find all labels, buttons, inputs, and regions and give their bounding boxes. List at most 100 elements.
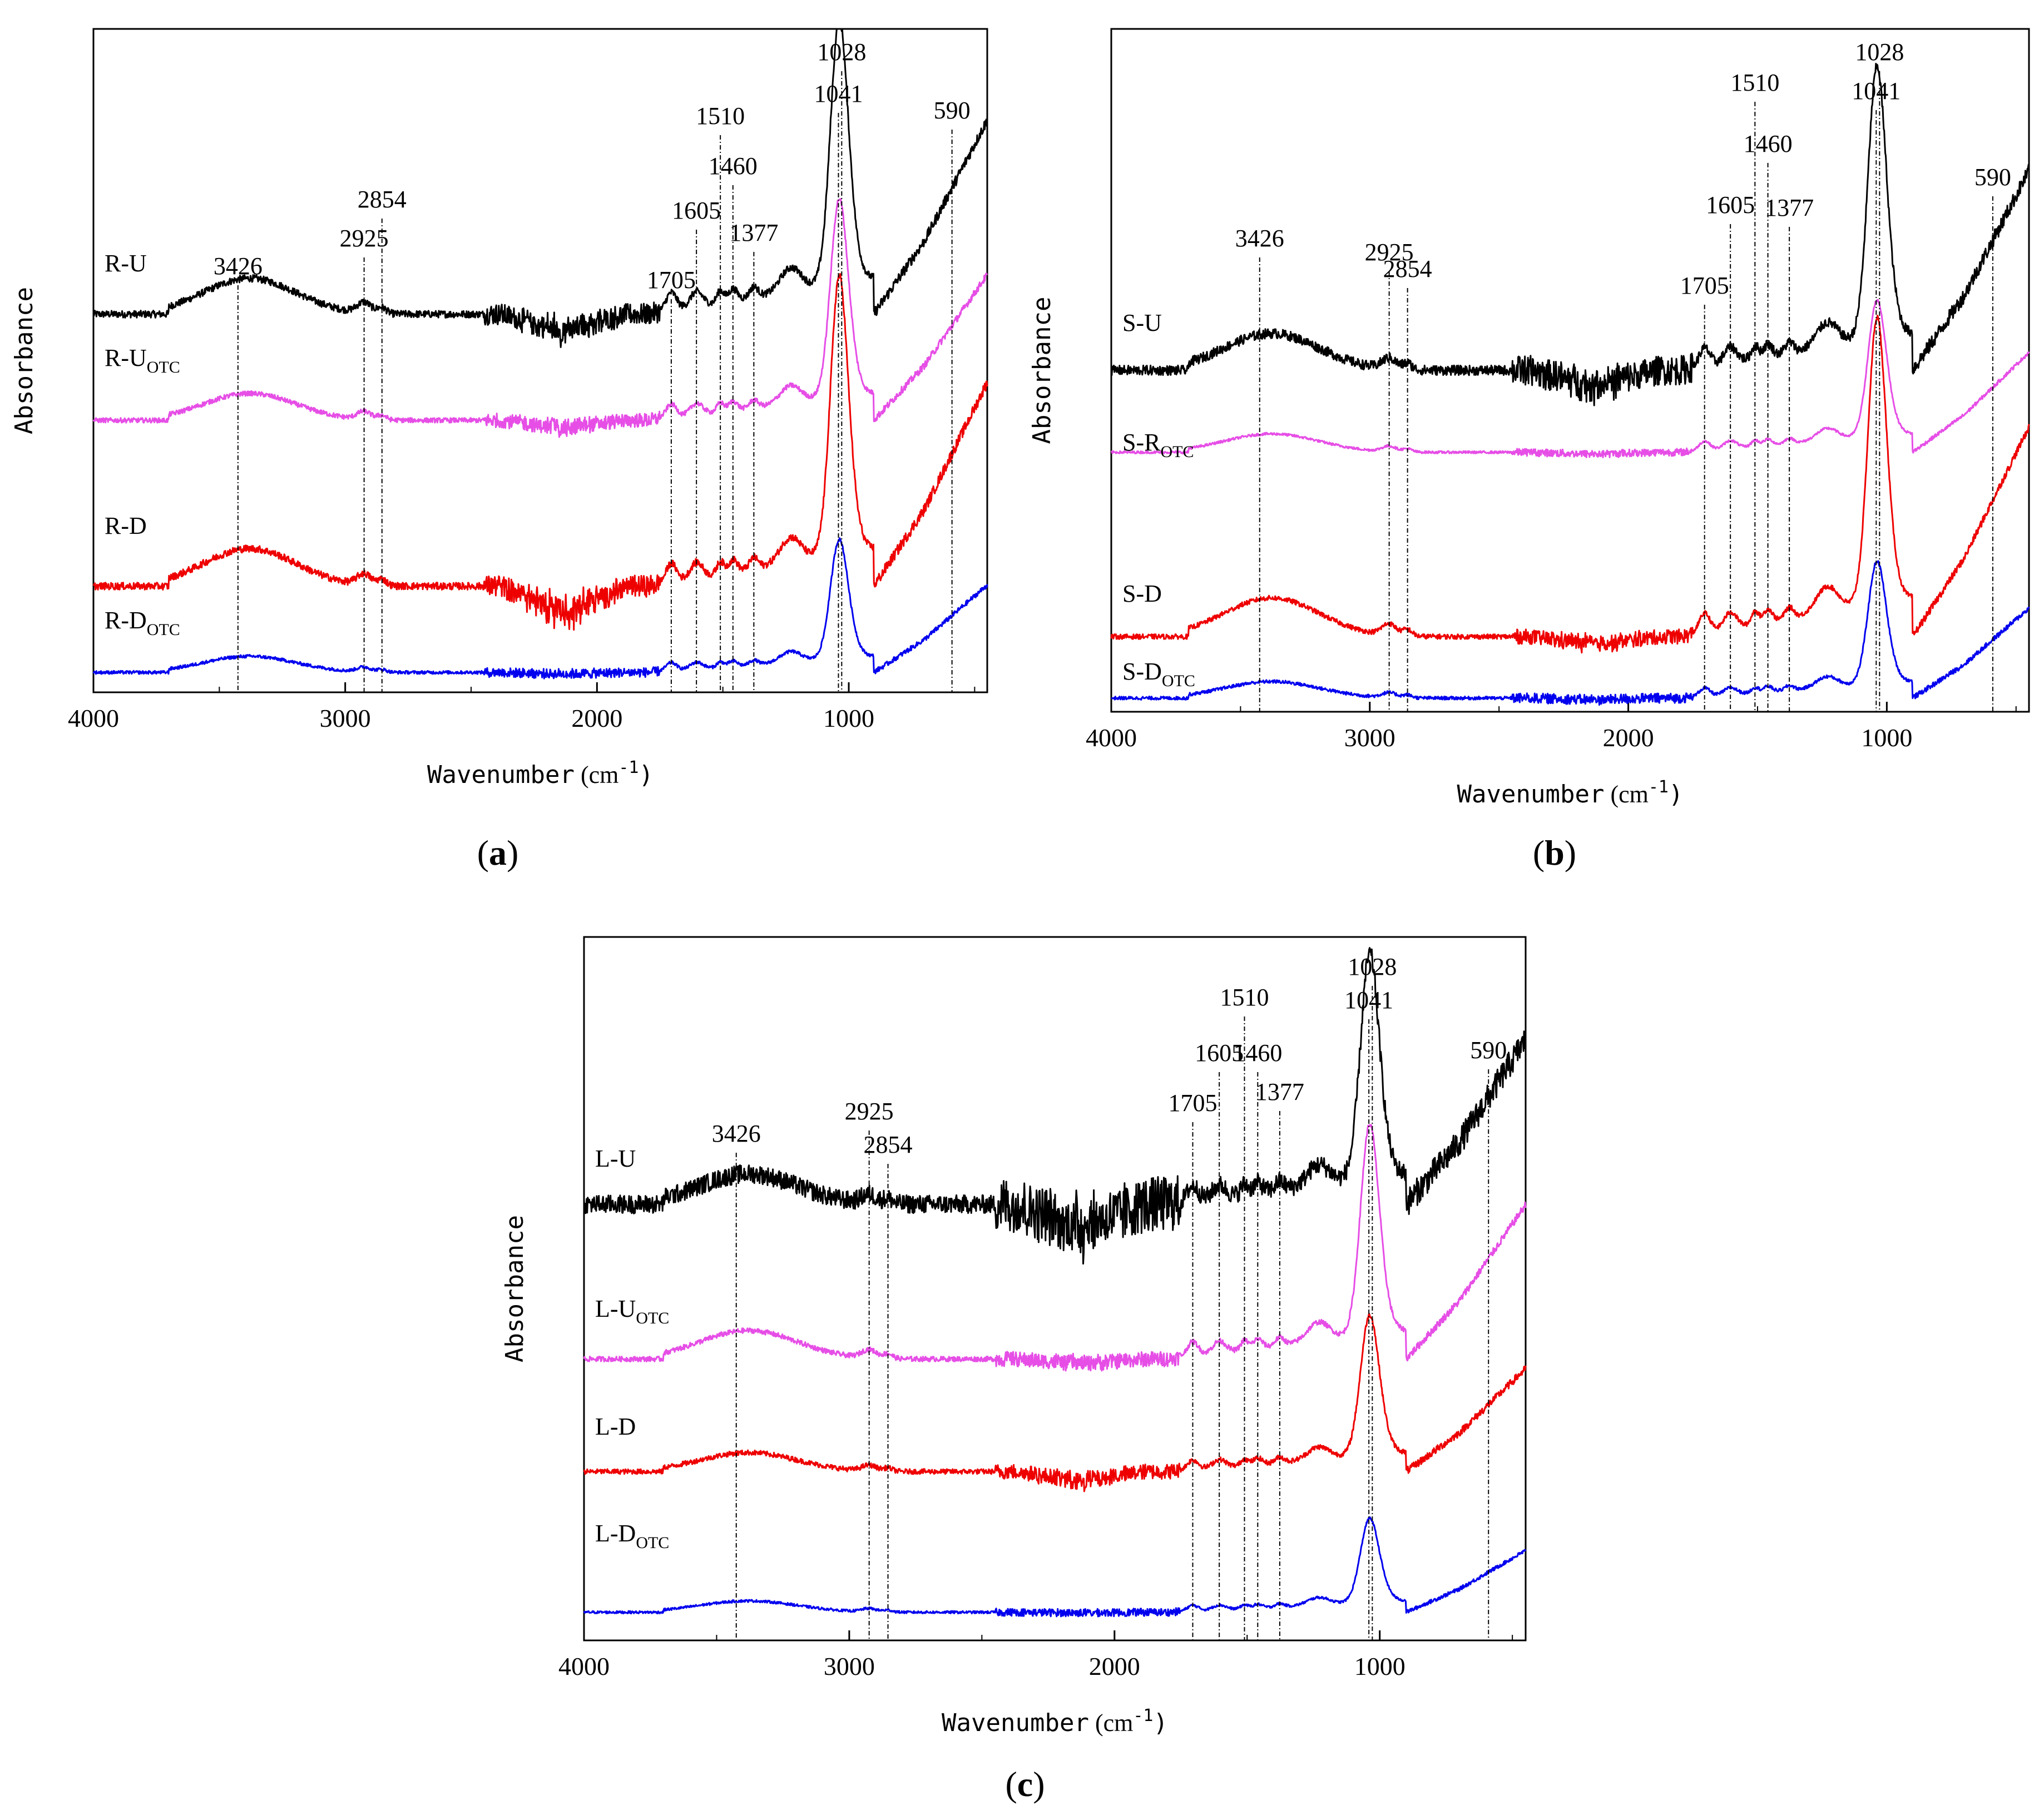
series-label-main: S-U	[1122, 309, 1162, 336]
series-label: L-UOTC	[595, 1295, 669, 1327]
peak-label: 590	[1974, 163, 2011, 191]
series-label: S-ROTC	[1122, 429, 1194, 461]
x-tick-label: 1000	[1354, 1652, 1405, 1680]
series-label-sub: OTC	[1160, 443, 1194, 461]
x-tick-label: 2000	[1089, 1652, 1140, 1680]
peak-label: 1377	[729, 219, 778, 246]
peak-label: 1605	[1195, 1039, 1244, 1067]
caption-letter: c	[1017, 1764, 1033, 1804]
x-axis-unit-close: )	[1669, 780, 1684, 809]
x-axis-unit-sup: -1	[618, 758, 639, 777]
series-line-3	[1111, 560, 2030, 706]
caption-open: (	[1533, 833, 1545, 872]
series-label: R-D	[105, 512, 147, 539]
peak-label: 1028	[1855, 38, 1904, 66]
series-line-0	[1110, 63, 2030, 406]
series-label: L-D	[595, 1413, 636, 1440]
plot-frame	[1110, 28, 2030, 713]
y-axis-title: Absorbance	[1028, 297, 1056, 444]
x-tick-label: 3000	[1344, 723, 1395, 752]
plot-frame	[583, 936, 1527, 1642]
x-axis-unit-close: )	[1153, 1709, 1168, 1737]
caption-letter: b	[1545, 833, 1565, 872]
peak-label: 1705	[647, 266, 696, 294]
x-axis-title-text: Wavenumber	[942, 1709, 1089, 1737]
panel-caption: (a)	[477, 833, 519, 872]
x-tick-label: 1000	[1861, 723, 1912, 752]
peak-label: 2854	[358, 186, 407, 213]
x-tick-label: 2000	[571, 704, 622, 732]
x-tick-label: 2000	[1603, 723, 1654, 752]
x-axis-unit-sup: -1	[1133, 1706, 1153, 1725]
series-label-sub: OTC	[1162, 672, 1195, 690]
x-axis-unit: (cm	[1089, 1709, 1133, 1737]
series-label: L-DOTC	[595, 1520, 669, 1552]
peak-label: 1510	[1730, 69, 1779, 96]
series-label: L-U	[595, 1145, 636, 1172]
x-axis-unit-close: )	[639, 761, 654, 789]
series-label-main: S-R	[1122, 429, 1161, 456]
series-line-3	[583, 1516, 1527, 1618]
x-axis-unit-sup: -1	[1649, 777, 1669, 797]
x-tick-label: 3000	[824, 1652, 875, 1680]
x-tick-label: 1000	[823, 704, 874, 732]
series-label-main: R-U	[105, 250, 147, 277]
series-label-main: R-D	[105, 607, 147, 634]
series-label-sub: OTC	[636, 1534, 669, 1552]
peak-label: 2854	[1383, 255, 1432, 282]
series-label: R-DOTC	[105, 607, 180, 639]
caption-close: )	[507, 833, 518, 872]
series-label-main: L-D	[595, 1413, 636, 1440]
peak-label: 1041	[814, 80, 863, 107]
peak-label: 1460	[709, 152, 758, 180]
peak-label: 1377	[1765, 194, 1814, 221]
x-axis-title-text: Wavenumber	[427, 761, 575, 789]
peak-label: 1028	[1348, 953, 1397, 980]
series-label-main: R-U	[105, 344, 147, 371]
peak-label: 1605	[672, 197, 721, 224]
series-line-2	[583, 1312, 1527, 1492]
peak-label: 1377	[1255, 1078, 1304, 1105]
peak-label: 1510	[1220, 984, 1269, 1011]
x-tick-label: 3000	[320, 704, 371, 732]
x-axis-title-text: Wavenumber	[1457, 780, 1605, 809]
panel-caption: (c)	[1005, 1764, 1045, 1804]
peak-label: 3426	[712, 1120, 761, 1147]
peak-label: 590	[1470, 1037, 1507, 1064]
series-label-main: L-U	[595, 1295, 636, 1322]
caption-open: (	[477, 833, 489, 872]
peak-label: 1460	[1233, 1039, 1282, 1067]
peak-label: 1510	[696, 102, 745, 130]
caption-close: )	[1033, 1764, 1045, 1804]
series-line-1	[583, 1124, 1527, 1372]
series-line-0	[583, 947, 1527, 1265]
x-axis-unit: (cm	[575, 761, 618, 789]
peak-label: 2925	[1365, 239, 1414, 266]
y-axis-title: Absorbance	[10, 287, 38, 434]
y-axis-title: Absorbance	[501, 1215, 529, 1362]
chart-panel-b: 4000 3000 2000 1000 Wavenumber (cm-1) Absorba…	[1028, 28, 2030, 872]
series-line-2	[1110, 315, 2030, 654]
x-axis-title: Wavenumber (cm-1)	[942, 1706, 1168, 1737]
peak-label: 1705	[1680, 272, 1729, 299]
peak-label: 1605	[1706, 191, 1755, 219]
peak-label: 1041	[1852, 77, 1901, 105]
peak-label: 1041	[1344, 986, 1393, 1014]
peak-label: 1028	[817, 38, 866, 66]
x-axis-unit: (cm	[1604, 781, 1648, 808]
series-label-sub: OTC	[147, 621, 180, 639]
x-axis-title: Wavenumber (cm-1)	[1457, 777, 1684, 809]
chart-panel-a: 4000 3000 2000 1000 Wavenumber (cm-1) Absorba…	[10, 28, 988, 872]
peak-label: 3426	[214, 252, 263, 280]
series-line-0	[92, 28, 988, 348]
x-tick-label: 4000	[68, 704, 119, 732]
x-tick-label: 4000	[558, 1652, 610, 1680]
series-label-main: S-D	[1122, 580, 1162, 607]
panel-caption: (b)	[1533, 833, 1576, 872]
x-tick-label: 4000	[1086, 723, 1137, 752]
peak-label: 1705	[1168, 1089, 1217, 1117]
series-label: R-UOTC	[105, 344, 180, 376]
series-line-3	[92, 537, 988, 680]
caption-close: )	[1565, 833, 1576, 872]
